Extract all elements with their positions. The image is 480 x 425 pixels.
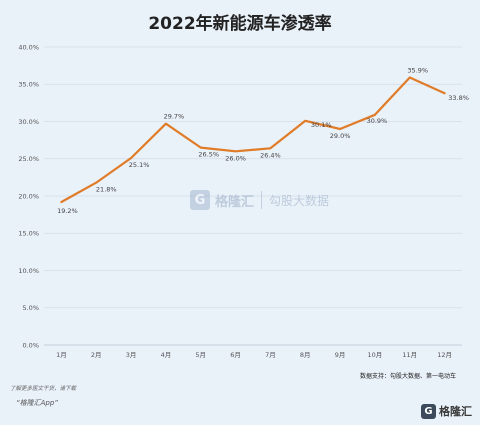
y-axis-ticks: 0.0% 5.0% 10.0% 15.0% 20.0% 25.0% 30.0% 35.0% 40… — [18, 43, 39, 349]
x-tick-label: 5月 — [195, 351, 206, 359]
watermark: G 格隆汇 勾股大数据 — [190, 190, 329, 210]
data-label: 30.1% — [311, 121, 332, 129]
y-tick-label: 30.0% — [18, 118, 39, 126]
y-tick-label: 10.0% — [18, 267, 39, 275]
x-axis-ticks: 1月 2月 3月 4月 5月 6月 7月 8月 9月 10月 11月 12月 — [56, 351, 452, 359]
watermark-sub: 勾股大数据 — [269, 193, 330, 208]
data-labels: 19.2% 21.8% 25.1% 29.7% 26.5% 26.0% 26.4% 30.1%… — [57, 67, 469, 215]
series-line — [60, 76, 446, 204]
footer-app-name: “格隆汇App” — [16, 399, 58, 407]
y-tick-label: 15.0% — [18, 230, 39, 238]
data-label: 19.2% — [57, 207, 78, 215]
data-label: 29.7% — [164, 113, 185, 121]
x-tick-label: 9月 — [335, 351, 346, 359]
x-tick-label: 11月 — [402, 351, 417, 359]
data-label: 29.0% — [330, 132, 351, 140]
data-label: 26.4% — [260, 151, 281, 159]
x-tick-label: 2月 — [91, 351, 102, 359]
brand-name: 格隆汇 — [439, 405, 472, 418]
y-tick-label: 35.0% — [18, 81, 39, 89]
y-tick-label: 25.0% — [18, 155, 39, 163]
y-tick-label: 0.0% — [22, 341, 39, 349]
x-tick-label: 6月 — [230, 351, 241, 359]
brand-logo: G 格隆汇 — [421, 403, 472, 419]
x-tick-label: 1月 — [56, 351, 67, 359]
y-tick-label: 5.0% — [22, 304, 39, 312]
x-tick-label: 8月 — [300, 351, 311, 359]
data-label: 21.8% — [96, 186, 117, 194]
y-tick-label: 40.0% — [18, 43, 39, 51]
y-tick-label: 20.0% — [18, 192, 39, 200]
grid-lines — [44, 46, 462, 346]
watermark-logo-icon: G — [190, 190, 210, 210]
x-tick-label: 7月 — [265, 351, 276, 359]
x-tick-label: 12月 — [437, 351, 452, 359]
watermark-divider — [261, 191, 263, 209]
brand-logo-icon: G — [421, 403, 436, 419]
data-label: 30.9% — [367, 117, 388, 125]
data-label: 33.8% — [448, 94, 469, 102]
watermark-brand: 格隆汇 — [215, 194, 255, 210]
x-tick-label: 3月 — [126, 351, 137, 359]
data-label: 26.0% — [225, 154, 246, 162]
data-label: 35.9% — [407, 67, 428, 75]
data-label: 26.5% — [198, 151, 219, 159]
chart-title: 2022年新能源车渗透率 — [148, 14, 332, 34]
x-tick-label: 10月 — [368, 351, 383, 359]
footer-note: 了解更多医文干货，请下载 — [10, 386, 77, 392]
data-label: 25.1% — [129, 161, 150, 169]
x-tick-label: 4月 — [161, 351, 172, 359]
data-source: 数据支持：勾股大数据、第一电动车 — [359, 373, 456, 380]
